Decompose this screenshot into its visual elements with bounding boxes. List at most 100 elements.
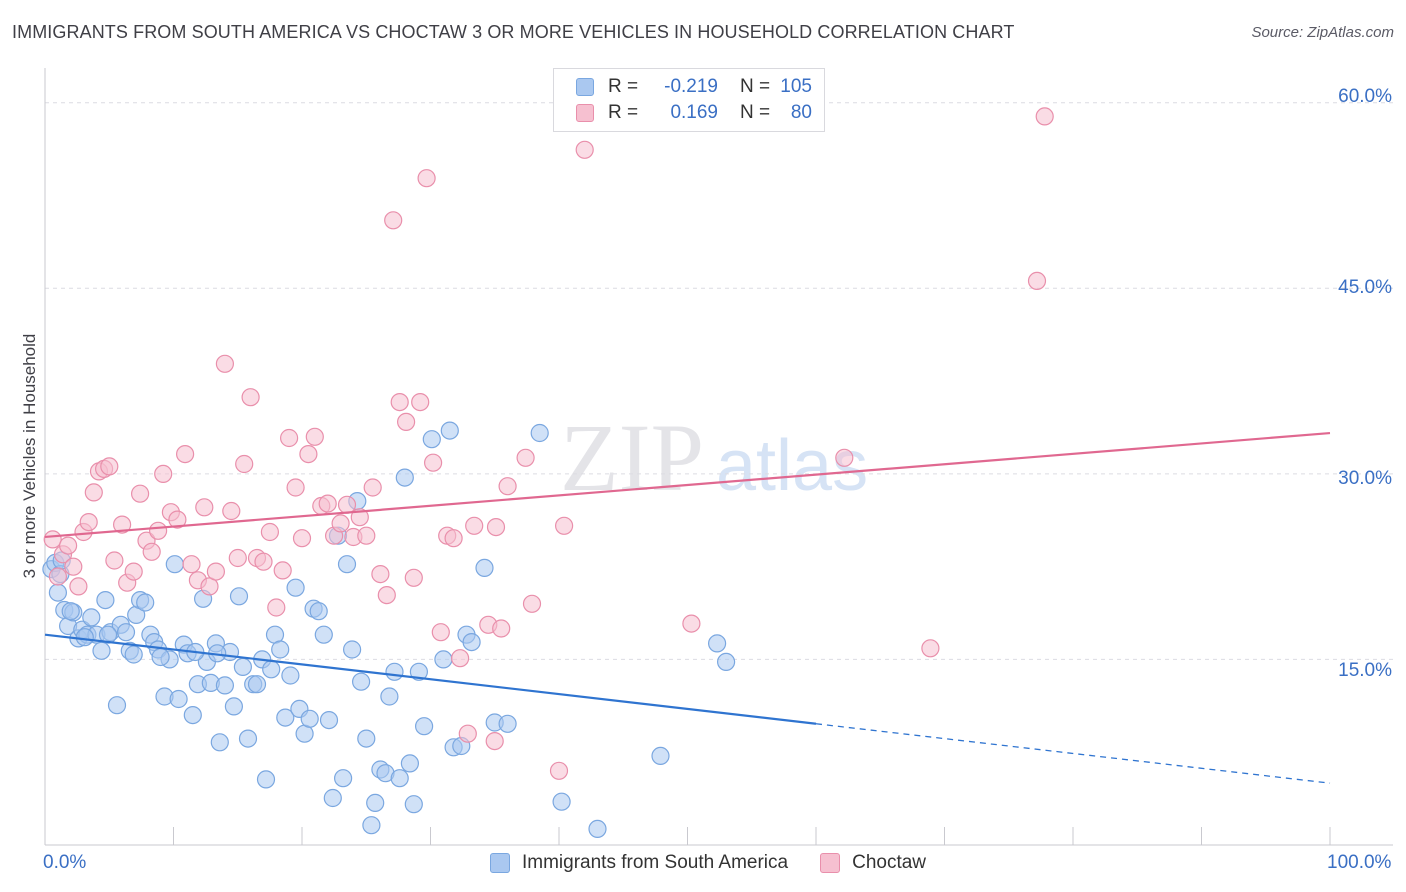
- legend-label-south-america: Immigrants from South America: [522, 852, 789, 873]
- point-choctaw: [228, 548, 247, 568]
- point-south-america: [366, 793, 385, 813]
- legend-r-value: -0.219: [664, 76, 718, 97]
- point-south-america: [165, 555, 184, 574]
- point-choctaw: [371, 564, 390, 584]
- trend-line-south-america: [44, 633, 817, 725]
- point-south-america: [271, 640, 290, 659]
- point-south-america: [224, 697, 243, 716]
- point-south-america: [651, 746, 670, 766]
- point-south-america: [404, 795, 423, 814]
- point-choctaw: [267, 598, 286, 617]
- point-south-america: [151, 647, 170, 667]
- point-choctaw: [154, 464, 173, 483]
- legend-swatch-choctaw: [820, 853, 841, 873]
- point-choctaw: [492, 619, 511, 638]
- point-choctaw: [516, 448, 535, 467]
- point-south-america: [96, 590, 115, 610]
- point-choctaw: [549, 761, 569, 780]
- legend-n-label: N =: [740, 76, 771, 97]
- point-south-america: [98, 625, 118, 644]
- point-choctaw: [357, 526, 376, 545]
- y-tick-60: 60.0%: [1338, 86, 1392, 107]
- point-south-america: [61, 602, 80, 621]
- watermark-zip: ZIP: [560, 404, 704, 511]
- point-south-america: [498, 714, 517, 733]
- point-south-america: [309, 602, 328, 621]
- point-choctaw: [682, 614, 701, 633]
- point-south-america: [48, 583, 68, 602]
- point-south-america: [314, 625, 333, 644]
- point-choctaw: [292, 529, 312, 548]
- legend-swatch-south-america: [576, 78, 594, 96]
- x-tick-min: 0.0%: [43, 852, 87, 873]
- watermark: ZIP atlas: [560, 404, 868, 511]
- point-south-america: [215, 676, 234, 695]
- point-south-america: [552, 792, 571, 811]
- chart-title: IMMIGRANTS FROM SOUTH AMERICA VS CHOCTAW…: [12, 22, 1015, 42]
- point-choctaw: [498, 477, 517, 496]
- legend-swatch-choctaw: [576, 104, 594, 122]
- point-south-america: [124, 645, 143, 664]
- legend-n-value: 105: [780, 76, 812, 97]
- point-choctaw: [79, 512, 98, 532]
- data-points: [42, 107, 1054, 839]
- correlation-legend: R = -0.219 N = 105 R = 0.169 N = 80: [553, 68, 825, 132]
- point-choctaw: [397, 412, 416, 431]
- point-choctaw: [451, 649, 470, 668]
- point-choctaw: [444, 529, 463, 548]
- point-south-america: [716, 652, 736, 672]
- point-south-america: [281, 666, 300, 685]
- point-south-america: [434, 650, 453, 669]
- point-choctaw: [286, 478, 305, 497]
- point-south-america: [92, 641, 111, 660]
- legend-row-south-america: R = -0.219 N = 105: [576, 74, 812, 100]
- legend-item-south-america[interactable]: Immigrants from South America: [490, 852, 788, 874]
- point-south-america: [707, 634, 727, 653]
- point-choctaw: [241, 388, 260, 407]
- point-choctaw: [142, 542, 161, 561]
- point-choctaw: [1027, 271, 1047, 290]
- gridlines: [45, 102, 1393, 660]
- point-south-america: [352, 672, 371, 691]
- point-choctaw: [69, 577, 88, 596]
- point-choctaw: [124, 562, 143, 581]
- point-choctaw: [254, 552, 273, 571]
- x-tick-max: 100.0%: [1327, 852, 1392, 873]
- point-choctaw: [417, 169, 436, 188]
- point-choctaw: [835, 448, 854, 467]
- point-choctaw: [575, 140, 594, 159]
- point-choctaw: [206, 562, 225, 581]
- point-choctaw: [377, 585, 396, 605]
- point-south-america: [262, 660, 281, 679]
- point-south-america: [588, 819, 607, 839]
- point-choctaw: [404, 568, 423, 587]
- legend-item-choctaw[interactable]: Choctaw: [820, 852, 926, 874]
- point-choctaw: [100, 457, 119, 476]
- point-choctaw: [554, 516, 574, 535]
- source-label: Source: ZipAtlas.com: [1251, 24, 1394, 41]
- point-choctaw: [465, 516, 484, 535]
- point-choctaw: [486, 517, 506, 537]
- point-choctaw: [105, 551, 124, 570]
- point-south-america: [319, 710, 339, 730]
- legend-r-label: R =: [608, 102, 639, 123]
- point-south-america: [286, 578, 305, 597]
- point-choctaw: [1035, 107, 1054, 126]
- legend-n-value: 80: [790, 102, 812, 123]
- point-choctaw: [424, 453, 443, 472]
- y-tick-45: 45.0%: [1338, 277, 1392, 298]
- point-choctaw: [48, 567, 68, 586]
- point-choctaw: [64, 557, 83, 576]
- trend-line-south-america-extension: [815, 723, 1331, 784]
- point-choctaw: [411, 393, 430, 412]
- point-south-america: [334, 769, 353, 788]
- point-choctaw: [331, 514, 350, 533]
- axes: [44, 68, 1393, 846]
- trend-lines: [44, 431, 1331, 784]
- point-south-america: [362, 816, 381, 835]
- point-south-america: [323, 788, 342, 808]
- point-choctaw: [921, 639, 940, 658]
- point-south-america: [233, 657, 252, 677]
- point-choctaw: [260, 522, 279, 542]
- point-south-america: [136, 593, 155, 612]
